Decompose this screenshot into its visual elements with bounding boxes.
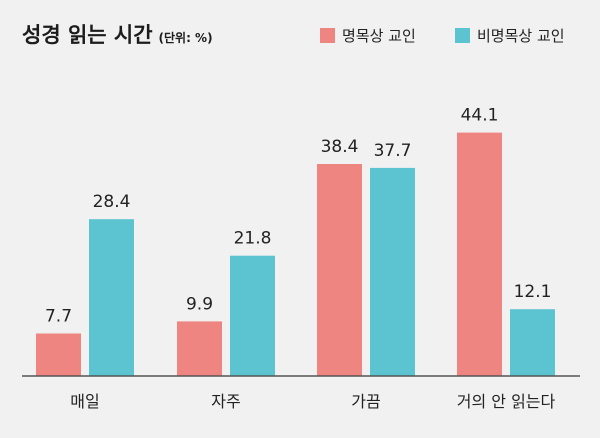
category-label-1: 매일 xyxy=(70,392,99,411)
legend-label-series-2: 비명목상 교인 xyxy=(477,27,565,45)
value-label-series-1-cat-1: 7.7 xyxy=(45,307,72,327)
bar-series-2-cat-2 xyxy=(230,255,275,376)
chart-unit: (단위: %) xyxy=(159,30,213,45)
category-label-4: 거의 안 읽는다 xyxy=(457,392,556,411)
value-label-series-2-cat-2: 21.8 xyxy=(234,229,272,249)
category-labels-group: 매일 자주 가끔 거의 안 읽는다 xyxy=(70,392,555,411)
category-label-3: 가끔 xyxy=(351,392,380,411)
chart-title: 성경 읽는 시간 xyxy=(22,23,153,47)
bar-series-1-cat-1 xyxy=(36,333,81,376)
bar-series-1-cat-2 xyxy=(177,321,222,376)
legend-swatch-series-2 xyxy=(455,28,470,43)
value-label-series-2-cat-1: 28.4 xyxy=(93,192,131,212)
value-labels-group: 7.7 28.4 9.9 21.8 38.4 37.7 44.1 12.1 xyxy=(45,106,551,327)
bars-group xyxy=(36,132,555,376)
bar-series-2-cat-1 xyxy=(89,219,134,376)
legend-label-series-1: 명목상 교인 xyxy=(342,27,416,45)
value-label-series-2-cat-3: 37.7 xyxy=(374,141,412,161)
category-label-2: 자주 xyxy=(211,392,240,411)
value-label-series-1-cat-4: 44.1 xyxy=(461,106,499,126)
bar-series-1-cat-3 xyxy=(317,164,362,376)
value-label-series-1-cat-3: 38.4 xyxy=(321,137,359,157)
value-label-series-2-cat-4: 12.1 xyxy=(514,282,552,302)
legend-swatch-series-1 xyxy=(320,28,335,43)
bar-series-2-cat-4 xyxy=(510,309,555,376)
bar-series-1-cat-4 xyxy=(457,132,502,376)
legend: 명목상 교인 비명목상 교인 xyxy=(320,27,565,45)
bar-series-2-cat-3 xyxy=(370,167,415,376)
value-label-series-1-cat-2: 9.9 xyxy=(186,294,213,314)
